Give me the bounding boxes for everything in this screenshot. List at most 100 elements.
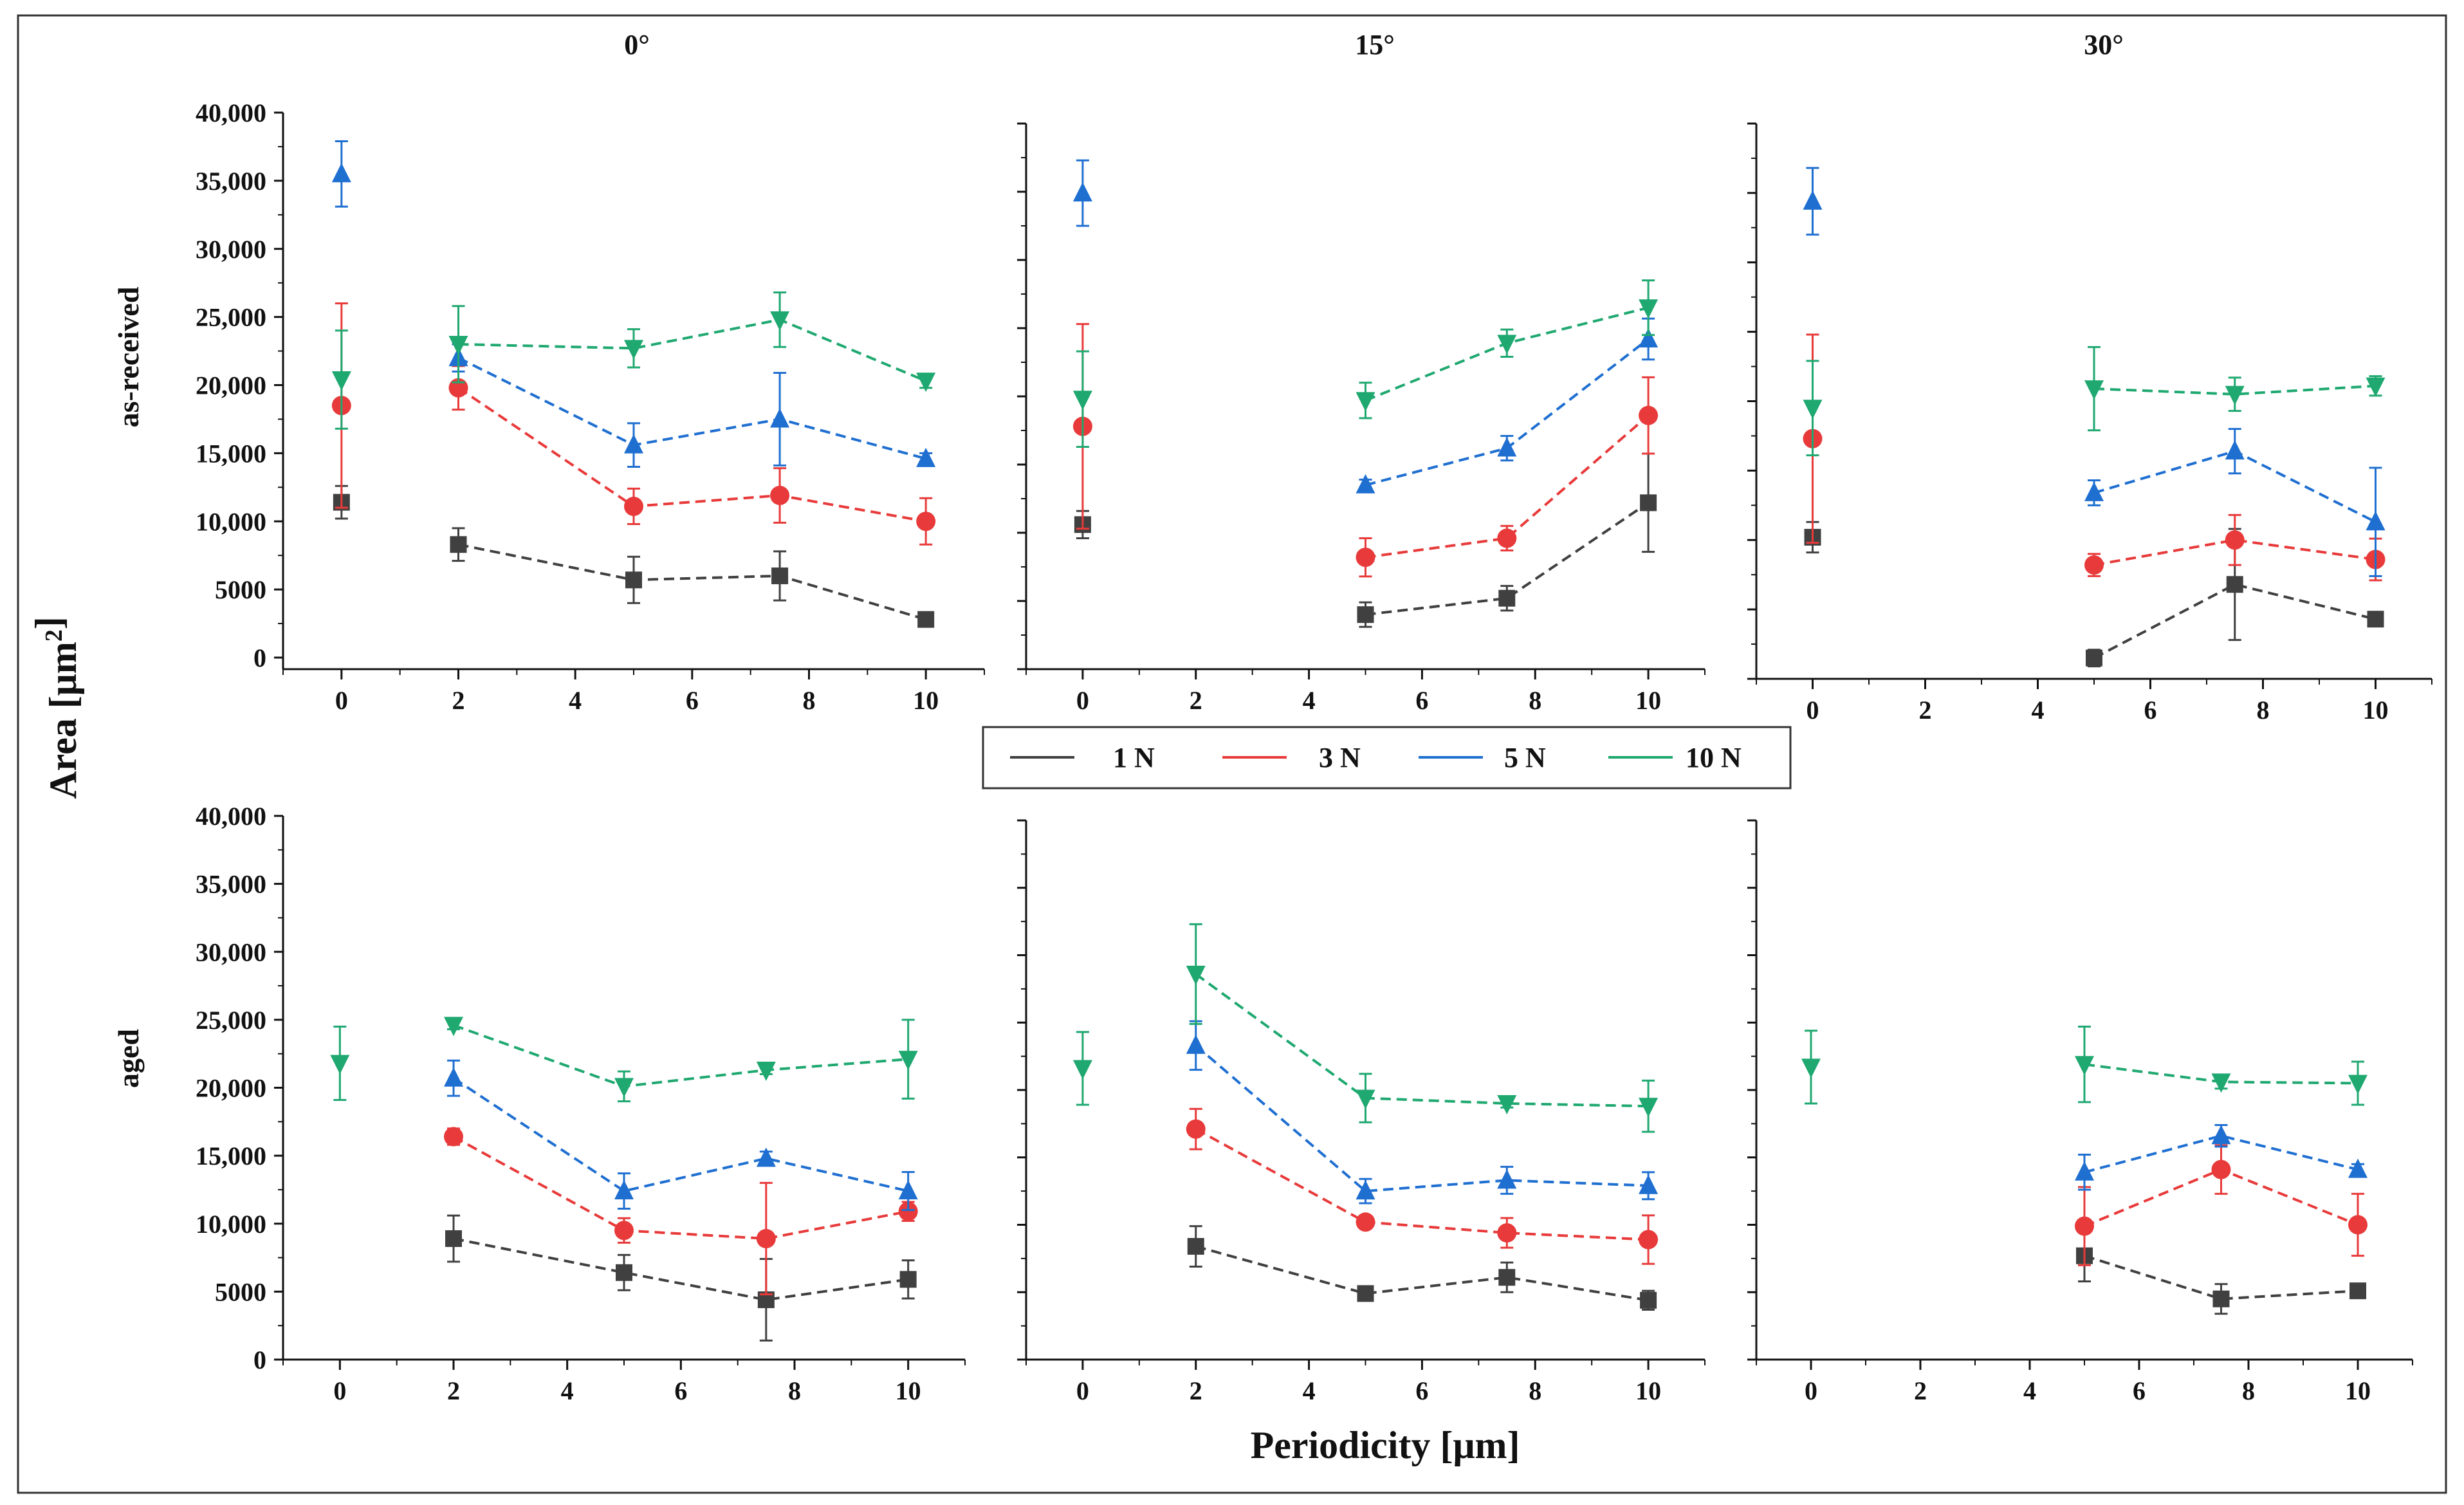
y-tick-label: 40,000 xyxy=(196,802,266,831)
series-10n xyxy=(331,291,936,430)
data-point-5n xyxy=(1072,182,1092,202)
data-point-5n xyxy=(1639,328,1659,347)
data-point-5n xyxy=(2348,1158,2367,1178)
series-1n xyxy=(2076,1229,2366,1315)
y-tick-label: 30,000 xyxy=(196,937,266,966)
data-point-1n xyxy=(1187,1238,1204,1255)
data-point-10n xyxy=(1639,299,1659,319)
data-point-5n xyxy=(1356,1180,1375,1200)
data-point-3n xyxy=(2211,1159,2231,1179)
chart-panels: 0 5000 10,000 15,000 20,000 25,000 30,000 35,00… xyxy=(196,98,2432,1405)
x-tick-label: 2 xyxy=(447,1376,460,1405)
x-tick-label: 4 xyxy=(2032,696,2045,725)
x-tick-label: 0 xyxy=(335,686,348,715)
panel-6: 0 2 4 6 8 10 xyxy=(1747,819,2413,1405)
y-tick-label: 30,000 xyxy=(196,235,266,264)
y-tick-label: 15,000 xyxy=(196,439,266,468)
panel-title-15deg: 15° xyxy=(1355,29,1395,60)
data-point-3n xyxy=(2225,530,2245,550)
series-line-10n xyxy=(453,1024,908,1088)
data-point-3n xyxy=(2075,1216,2094,1236)
series-1n xyxy=(1804,521,2384,668)
data-point-10n xyxy=(624,340,643,360)
y-tick-label: 20,000 xyxy=(196,1074,266,1103)
data-point-5n xyxy=(2225,440,2245,460)
data-point-5n xyxy=(756,1147,776,1167)
data-point-3n xyxy=(898,1201,918,1221)
x-tick-label: 6 xyxy=(1415,686,1428,715)
series-line-3n xyxy=(453,1135,909,1240)
data-point-5n xyxy=(916,447,936,467)
data-point-3n xyxy=(2348,1215,2367,1235)
data-point-5n xyxy=(1497,437,1517,457)
panel-3: 0 2 4 6 8 10 xyxy=(1747,122,2432,725)
x-tick-label: 0 xyxy=(1807,696,1819,725)
series-line-10n xyxy=(458,318,926,382)
data-point-10n xyxy=(1072,391,1092,411)
x-tick-label: 6 xyxy=(2133,1376,2146,1405)
data-point-10n xyxy=(2075,1056,2094,1076)
data-point-10n xyxy=(1356,392,1375,412)
x-tick-label: 10 xyxy=(2363,696,2389,725)
series-5n xyxy=(444,1059,918,1212)
y-tick-label: 35,000 xyxy=(196,167,266,196)
data-point-3n xyxy=(1497,1223,1517,1243)
x-tick-label: 4 xyxy=(2023,1376,2036,1405)
series-10n xyxy=(1072,923,1659,1133)
series-5n xyxy=(2075,1123,2367,1191)
series-1n xyxy=(445,1214,917,1342)
series-line-5n xyxy=(457,356,926,460)
data-point-1n xyxy=(917,611,935,628)
data-point-10n xyxy=(1639,1098,1659,1118)
data-point-3n xyxy=(770,486,790,506)
series-line-5n xyxy=(1365,338,1650,486)
x-tick-label: 6 xyxy=(674,1376,687,1405)
data-point-10n xyxy=(1072,1060,1092,1080)
legend-label-10n: 10 N xyxy=(1686,742,1742,773)
data-point-10n xyxy=(1356,1089,1375,1109)
data-point-10n xyxy=(770,311,790,331)
series-line-10n xyxy=(2093,384,2376,396)
data-point-5n xyxy=(624,434,643,454)
data-point-10n xyxy=(1497,335,1517,355)
x-tick-label: 2 xyxy=(1190,1376,1202,1405)
data-point-5n xyxy=(1186,1034,1206,1054)
series-line-1n xyxy=(458,543,926,621)
data-point-10n xyxy=(756,1062,776,1082)
data-point-5n xyxy=(2084,481,2104,501)
y-tick-label: 5000 xyxy=(215,1277,266,1306)
data-point-1n xyxy=(1357,606,1374,623)
data-point-10n xyxy=(2225,385,2245,405)
data-point-1n xyxy=(1498,589,1516,607)
row-label-aged: aged xyxy=(112,1029,145,1088)
y-tick-label: 15,000 xyxy=(196,1141,266,1170)
data-point-10n xyxy=(1803,400,1823,420)
panel-5: 0 2 4 6 8 10 xyxy=(1017,819,1705,1405)
data-point-1n xyxy=(2367,611,2384,628)
x-tick-label: 8 xyxy=(2257,696,2270,725)
data-point-3n xyxy=(756,1228,776,1248)
panel-4: 0 5000 10,000 15,000 20,000 25,000 30,000 35,00… xyxy=(196,802,966,1405)
panel-2: 0 2 4 6 8 10 xyxy=(1017,122,1705,715)
x-tick-label: 6 xyxy=(686,686,699,715)
series-line-5n xyxy=(2084,1134,2358,1174)
data-point-1n xyxy=(1640,494,1657,512)
x-tick-label: 8 xyxy=(803,686,816,715)
data-point-3n xyxy=(1356,548,1375,568)
series-line-3n xyxy=(1365,414,1650,559)
x-tick-label: 6 xyxy=(2144,696,2157,725)
data-point-3n xyxy=(1186,1119,1206,1139)
x-tick-label: 2 xyxy=(1914,1376,1927,1405)
series-10n xyxy=(1072,279,1659,448)
legend: 1 N 3 N 5 N 10 N xyxy=(982,726,1792,789)
series-line-5n xyxy=(452,1077,909,1193)
panel-title-0deg: 0° xyxy=(624,29,650,60)
x-tick-label: 4 xyxy=(561,1376,574,1405)
series-3n xyxy=(1072,323,1659,578)
data-point-10n xyxy=(448,335,468,355)
data-point-5n xyxy=(1497,1169,1517,1189)
legend-label-1n: 1 N xyxy=(1113,742,1155,773)
x-tick-label: 2 xyxy=(1190,686,1202,715)
y-tick-label: 35,000 xyxy=(196,870,266,899)
